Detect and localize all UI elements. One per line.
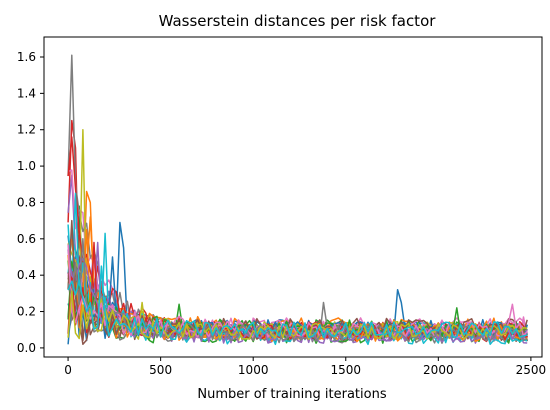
x-tick-label: 500: [149, 363, 172, 377]
series-line: [67, 128, 528, 343]
series-line: [67, 119, 528, 343]
x-tick-label: 1000: [238, 363, 269, 377]
y-tick-label: 1.6: [17, 50, 36, 64]
y-axis: 0.0 0.2 0.4 0.6 0.8 1.0 1.2 1.4 1.6: [17, 50, 44, 355]
y-tick-label: 0.2: [17, 305, 36, 319]
x-tick-label: 0: [64, 363, 72, 377]
chart-title: Wasserstein distances per risk factor: [159, 12, 437, 30]
y-tick-label: 1.2: [17, 123, 36, 137]
series-line: [67, 136, 528, 339]
series-layer: [67, 54, 528, 346]
y-tick-label: 0.8: [17, 195, 36, 209]
x-tick-label: 2000: [423, 363, 454, 377]
x-tick-label: 2500: [516, 363, 547, 377]
y-tick-label: 0.6: [17, 232, 36, 246]
x-axis: 0 500 1000 1500 2000 2500: [64, 357, 546, 377]
series-line: [67, 54, 528, 344]
x-axis-label: Number of training iterations: [197, 387, 386, 402]
series-line: [67, 265, 528, 339]
plot-frame: [43, 36, 543, 358]
y-tick-label: 1.0: [17, 159, 36, 173]
x-tick-label: 1500: [330, 363, 361, 377]
y-tick-label: 0.4: [17, 268, 36, 282]
y-tick-label: 0.0: [17, 341, 36, 355]
y-tick-label: 1.4: [17, 86, 36, 100]
